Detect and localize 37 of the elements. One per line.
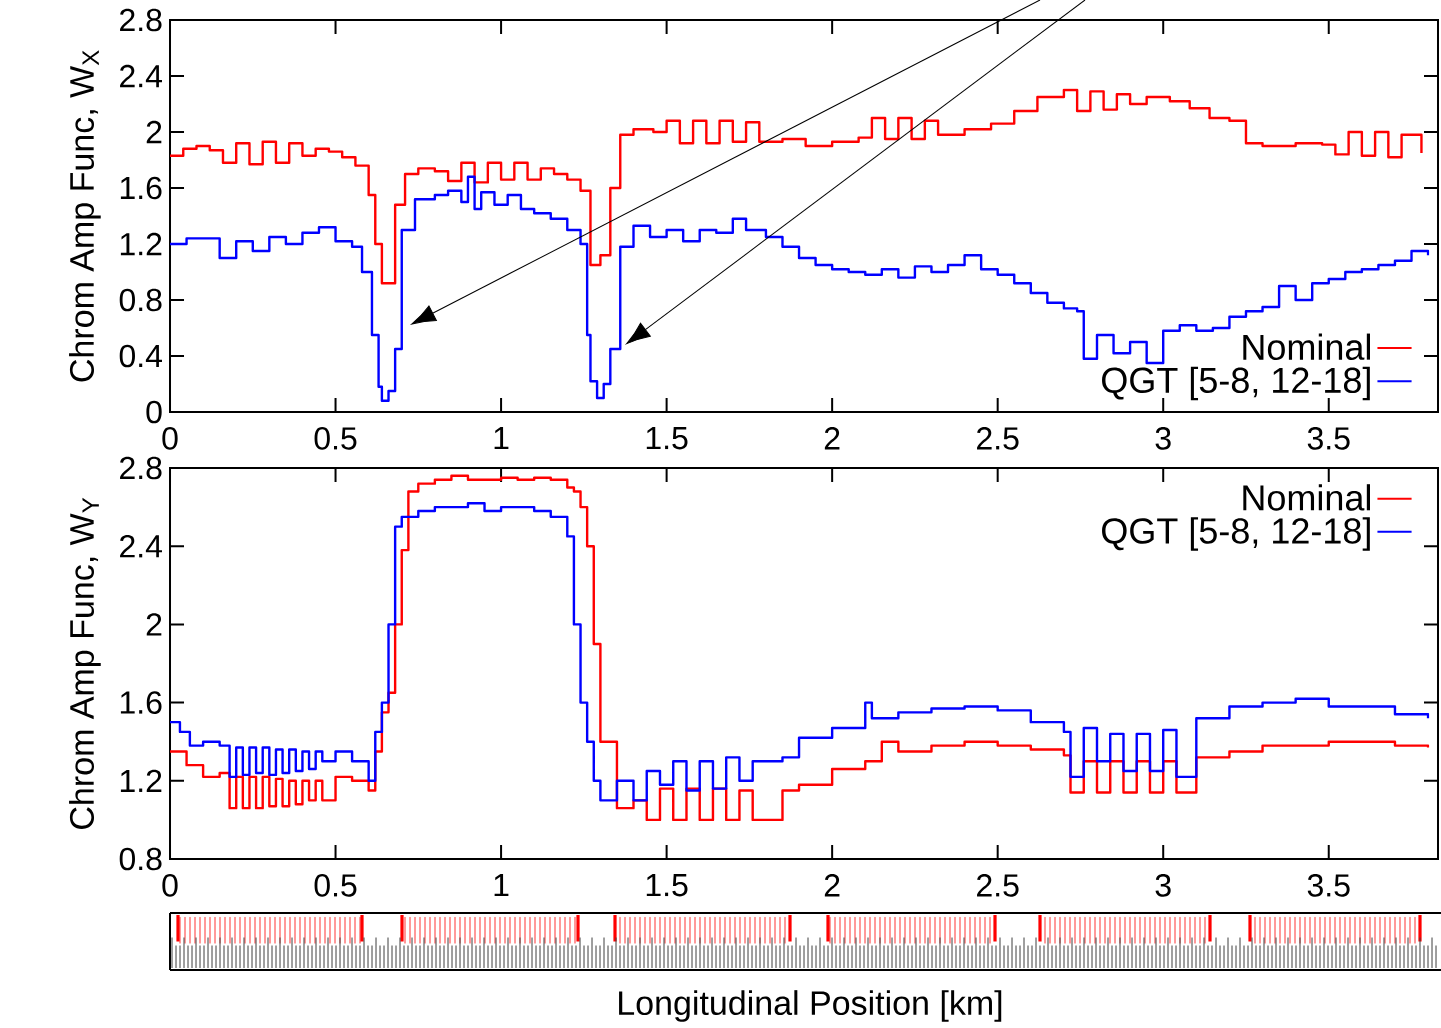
x-tick-label: 0.5 [314, 427, 357, 450]
y-tick-label: 1.2 [120, 769, 162, 792]
x-tick-label: 3 [1155, 427, 1171, 450]
y-tick-label: 0 [146, 400, 162, 424]
y-tick-label: 0.8 [119, 288, 162, 312]
x-tick-label: 3.5 [1307, 874, 1350, 897]
x-tick-label: 2.5 [977, 427, 1019, 450]
y-tick-label: 2.4 [120, 64, 162, 88]
x-tick-label: 1.5 [646, 427, 688, 450]
y-tick-label: 1.6 [120, 691, 162, 714]
y-tick-label: 1.2 [120, 232, 162, 256]
y-tick-label: 2.4 [120, 535, 162, 558]
x-axis-title: Longitudinal Position [km] [619, 990, 1002, 1022]
x-tick-label: 3 [1155, 874, 1171, 897]
x-tick-label: 2.5 [977, 874, 1019, 897]
y-tick-label: 2 [146, 613, 162, 636]
y-tick-label: 0.8 [119, 847, 162, 871]
legend-label: Nominal [1243, 333, 1370, 360]
x-tick-label: 1 [494, 427, 509, 450]
y-axis-title: Chrom Amp Func, W$_{X}$ [69, 50, 101, 382]
x-tick-label: 1.5 [646, 874, 688, 897]
y-tick-label: 2 [146, 120, 162, 144]
x-tick-label: 3.5 [1307, 427, 1350, 450]
legend-label: QGT [5-8, 12-18] [1102, 517, 1370, 551]
y-tick-label: 2.8 [120, 456, 162, 480]
y-tick-label: 0.4 [119, 344, 162, 368]
x-tick-label: 2 [824, 874, 840, 897]
y-tick-label: 1.6 [120, 176, 162, 200]
x-tick-label: 0 [162, 427, 178, 450]
x-tick-label: 0 [162, 874, 178, 897]
x-tick-label: 0.5 [314, 874, 357, 897]
x-tick-label: 1 [494, 874, 509, 897]
legend-label: QGT [5-8, 12-18] [1102, 366, 1370, 401]
legend-label: Nominal [1243, 484, 1370, 511]
x-tick-label: 2 [824, 427, 840, 450]
y-tick-label: 2.8 [120, 8, 162, 32]
y-axis-title: Chrom Amp Func, W$_{Y}$ [69, 497, 101, 829]
